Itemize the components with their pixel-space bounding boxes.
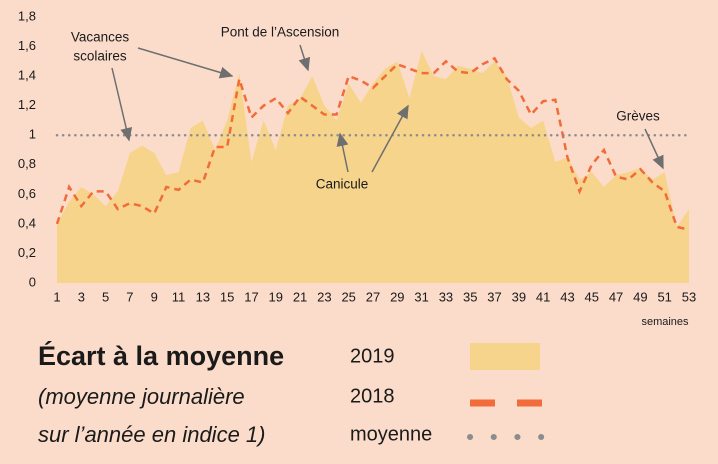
x-tick-label: 35: [463, 289, 477, 304]
annotation-arrow: [644, 128, 664, 170]
x-tick-label: 39: [512, 289, 526, 304]
x-tick-label: 13: [196, 289, 210, 304]
y-tick-label: 0,4: [18, 215, 36, 230]
x-tick-label: 29: [390, 289, 404, 304]
plot-area: 00,20,40,60,811,21,41,61,81 3 5 7 9 11 13 15 17 1…: [18, 8, 696, 304]
y-tick-label: 1: [29, 127, 36, 142]
annotation: Vacances: [71, 30, 130, 45]
legend-label: 2018: [350, 385, 395, 407]
x-tick-label: 3: [78, 289, 85, 304]
line-2018: [55, 56, 690, 232]
legend-subtitle: sur l’année en indice 1): [38, 422, 265, 447]
x-tick-label: 47: [609, 289, 623, 304]
x-axis-label: semaines: [641, 316, 689, 328]
x-tick-label: 49: [633, 289, 647, 304]
annotation-arrow: [371, 104, 409, 173]
annotation-arrow: [137, 47, 234, 79]
x-tick-label: 23: [317, 289, 331, 304]
x-tick-label: 15: [220, 289, 234, 304]
x-tick-label: 11: [172, 289, 186, 304]
x-tick-label: 5: [102, 289, 109, 304]
y-tick-label: 0,8: [18, 156, 36, 171]
x-tick-label: 37: [487, 289, 501, 304]
legend-subtitle: (moyenne journalière: [38, 384, 245, 409]
legend-label: moyenne: [350, 423, 432, 445]
x-tick-label: 9: [151, 289, 158, 304]
x-tick-label: 33: [439, 289, 453, 304]
annotation: scolaires: [73, 49, 127, 64]
x-tick-label: 27: [366, 289, 380, 304]
x-tick-label: 17: [244, 289, 258, 304]
annotation-arrow: [298, 44, 311, 72]
y-tick-label: 0,2: [18, 245, 36, 260]
x-tick-label: 31: [414, 289, 428, 304]
x-tick-label: 1: [53, 289, 60, 304]
legend-title: Écart à la moyenne: [38, 340, 284, 371]
x-tick-label: 43: [560, 289, 574, 304]
y-tick-label: 1,2: [18, 97, 36, 112]
x-tick-label: 41: [536, 289, 550, 304]
x-tick-label: 51: [657, 289, 671, 304]
annotation-arrow: [111, 67, 133, 142]
y-tick-label: 1,8: [18, 8, 36, 23]
x-tick-label: 7: [126, 289, 133, 304]
annotation: Canicule: [316, 177, 369, 192]
x-tick-label: 45: [585, 289, 599, 304]
y-tick-label: 0: [29, 274, 36, 289]
x-tick-label: 53: [682, 289, 696, 304]
legend-swatch: [470, 343, 540, 370]
annotation-arrow: [336, 132, 349, 173]
legend: 2019 2018 moyenne: [350, 343, 548, 445]
x-tick-label: 25: [341, 289, 355, 304]
annotation: Grèves: [616, 109, 660, 124]
legend-label: 2019: [350, 345, 395, 367]
y-tick-label: 1,4: [18, 68, 36, 83]
y-tick-label: 0,6: [18, 186, 36, 201]
y-tick-label: 1,6: [18, 38, 36, 53]
x-tick-label: 19: [269, 289, 283, 304]
area-2019: [57, 50, 689, 283]
annotation: Pont de l’Ascension: [221, 25, 340, 40]
x-tick-label: 21: [293, 289, 307, 304]
